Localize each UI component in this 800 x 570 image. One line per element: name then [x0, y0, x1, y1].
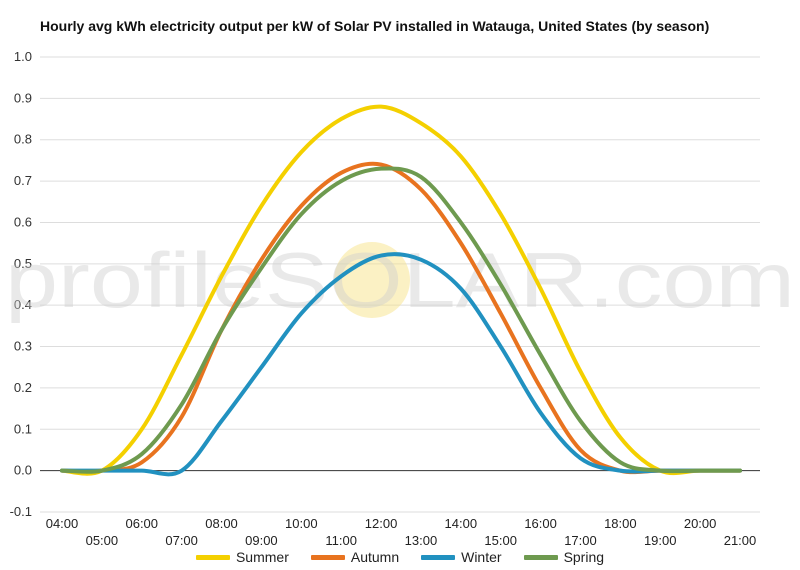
x-tick-label: 09:00 — [245, 533, 278, 548]
y-tick-label: 0.2 — [14, 380, 32, 395]
watermark-sun-icon — [334, 242, 410, 318]
x-tick-label: 15:00 — [484, 533, 517, 548]
x-tick-label: 08:00 — [205, 516, 238, 531]
y-tick-label: 0.6 — [14, 214, 32, 229]
x-tick-label: 05:00 — [86, 533, 119, 548]
y-tick-label: 0.5 — [14, 256, 32, 271]
x-axis-ticks: 04:00 05:00 06:00 07:00 08:00 09:00 10:00 11:00… — [46, 516, 757, 548]
x-tick-label: 12:00 — [365, 516, 398, 531]
x-tick-label: 16:00 — [524, 516, 557, 531]
x-tick-label: 06:00 — [125, 516, 158, 531]
series-line-winter — [60, 252, 742, 477]
watermark: profileSOLAR.com — [5, 236, 795, 324]
x-tick-label: 13:00 — [405, 533, 438, 548]
x-tick-label: 21:00 — [724, 533, 757, 548]
x-tick-label: 14:00 — [445, 516, 478, 531]
x-tick-label: 19:00 — [644, 533, 677, 548]
legend-swatch — [195, 554, 230, 560]
y-tick-label: 0.8 — [14, 132, 32, 147]
legend-label: Summer — [235, 549, 289, 565]
y-tick-label: 0.1 — [14, 421, 32, 436]
y-tick-label: 0.4 — [14, 297, 32, 312]
legend: Summer Autumn Winter Spring — [0, 549, 800, 565]
y-tick-label: 1.0 — [14, 49, 32, 64]
chart-title: Hourly avg kWh electricity output per kW… — [40, 18, 710, 34]
legend-label: Spring — [563, 549, 605, 565]
legend-item-summer[interactable]: Summer — [195, 549, 289, 565]
y-tick-label: -0.1 — [10, 504, 32, 519]
legend-label: Autumn — [350, 549, 400, 565]
x-tick-label: 11:00 — [325, 533, 357, 548]
legend-swatch — [310, 554, 345, 560]
x-tick-label: 20:00 — [684, 516, 717, 531]
x-tick-label: 17:00 — [564, 533, 597, 548]
legend-label: Winter — [461, 549, 502, 565]
series-line-spring — [60, 166, 742, 474]
y-tick-label: 0.7 — [14, 173, 32, 188]
y-axis-ticks: 1.0 0.9 0.8 0.7 0.6 0.5 0.4 0.3 0.2 0.1 0.0 -0.1 — [10, 49, 32, 519]
x-tick-label: 07:00 — [165, 533, 198, 548]
y-tick-label: 0.3 — [14, 339, 32, 354]
x-tick-label: 10:00 — [285, 516, 318, 531]
series-line-summer — [60, 104, 742, 476]
watermark-text: profileSOLAR.com — [5, 236, 795, 324]
y-tick-label: 0.0 — [14, 463, 32, 478]
legend-item-winter[interactable]: Winter — [421, 549, 502, 565]
legend-item-autumn[interactable]: Autumn — [310, 549, 400, 565]
series-lines — [60, 104, 742, 477]
y-tick-label: 0.9 — [14, 90, 32, 105]
legend-swatch — [421, 554, 456, 560]
x-tick-label: 04:00 — [46, 516, 79, 531]
legend-swatch — [523, 554, 558, 560]
legend-item-spring[interactable]: Spring — [523, 549, 605, 565]
x-tick-label: 18:00 — [604, 516, 637, 531]
